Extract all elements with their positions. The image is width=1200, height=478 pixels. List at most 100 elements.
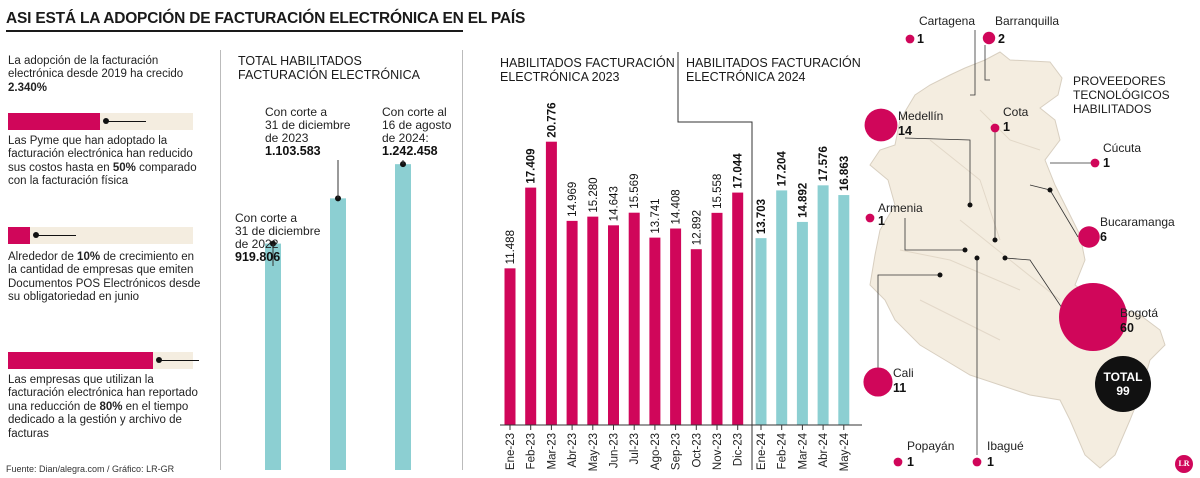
city-marker-cúcuta — [1091, 159, 1100, 168]
month-bar — [691, 249, 702, 425]
month-bar — [546, 142, 557, 425]
city-value: 1 — [1003, 120, 1010, 134]
month-value-label: 17.204 — [777, 151, 789, 187]
month-category-label: Mar-24 — [797, 432, 809, 469]
city-marker-medellín — [865, 109, 898, 142]
total-value: 1.103.583 — [265, 144, 321, 158]
month-category-label: Oct-23 — [691, 433, 703, 468]
month-value-label: 20.776 — [546, 103, 558, 138]
month-category-label: Ene-23 — [505, 433, 517, 470]
city-marker-cartagena — [906, 35, 915, 44]
total-label: TOTAL — [1095, 370, 1151, 384]
total-value: 919.806 — [235, 250, 280, 264]
month-value-label: 17.576 — [818, 146, 830, 181]
city-value: 1 — [917, 32, 924, 46]
city-value: 14 — [898, 124, 912, 138]
total-value: 99 — [1095, 384, 1151, 398]
month-category-label: Abr-23 — [567, 433, 579, 468]
total-bar — [330, 198, 346, 470]
city-marker-cali — [863, 367, 892, 396]
month-bar — [525, 188, 536, 425]
city-location-dot — [975, 256, 980, 261]
city-location-dot — [1048, 188, 1053, 193]
city-value: 6 — [1100, 230, 1107, 244]
city-value: 11 — [893, 381, 906, 395]
month-value-label: 15.558 — [712, 174, 724, 209]
month-value-label: 14.643 — [609, 186, 621, 221]
month-value-label: 13.741 — [650, 198, 662, 233]
month-bar — [797, 222, 808, 425]
total-badge: TOTAL 99 — [1095, 356, 1151, 412]
month-category-label: Sep-23 — [671, 433, 683, 470]
month-bar — [629, 213, 640, 425]
total-value: 1.242.458 — [382, 144, 438, 158]
source-note: Fuente: Dian/alegra.com / Gráfico: LR-GR — [6, 464, 174, 474]
month-category-label: Nov-23 — [712, 433, 724, 470]
city-name: Popayán — [907, 439, 954, 453]
city-name: Cali — [893, 366, 914, 380]
city-location-dot — [993, 238, 998, 243]
month-bar — [567, 221, 578, 425]
month-bar — [756, 238, 767, 425]
city-marker-armenia — [866, 214, 875, 223]
total-label-line: Con corte al — [382, 105, 447, 119]
city-name: Ibagué — [987, 439, 1024, 453]
month-value-label: 14.892 — [797, 183, 809, 218]
city-value: 60 — [1120, 321, 1134, 335]
city-value: 2 — [998, 32, 1005, 46]
month-value-label: 14.969 — [567, 182, 579, 217]
month-category-label: Abr-24 — [818, 432, 830, 467]
month-value-label: 11.488 — [505, 230, 517, 264]
month-category-label: Ene-24 — [756, 432, 768, 470]
total-bar — [395, 164, 411, 470]
city-location-dot — [968, 203, 973, 208]
total-label-line: Con corte a — [235, 211, 297, 225]
month-category-label: Jun-23 — [609, 433, 621, 468]
month-bar — [818, 185, 829, 425]
total-label-line: 31 de diciembre — [265, 118, 351, 132]
city-name: Medellín — [898, 109, 943, 123]
month-bar — [838, 195, 849, 425]
city-value: 1 — [878, 214, 885, 228]
month-category-label: Mar-23 — [546, 433, 558, 469]
city-name: Barranquilla — [995, 14, 1059, 28]
month-value-label: 12.892 — [691, 210, 703, 245]
total-label-line: de 2022 — [235, 237, 279, 251]
total-bar — [265, 244, 281, 470]
month-category-label: Dic-23 — [733, 433, 745, 466]
month-value-label: 17.044 — [733, 153, 745, 189]
city-name: Cartagena — [919, 14, 975, 28]
city-marker-popayán — [894, 458, 903, 467]
month-value-label: 17.409 — [526, 148, 538, 183]
month-category-label: May-23 — [588, 433, 600, 471]
monthly-chart: 11.488 Ene-23 17.409 Feb-23 20.776 Mar-23 14.9… — [500, 52, 862, 471]
city-value: 1 — [907, 455, 914, 469]
month-value-label: 15.569 — [629, 174, 641, 209]
month-bar — [670, 229, 681, 425]
city-name: Cúcuta — [1103, 141, 1141, 155]
city-marker-ibagué — [973, 458, 982, 467]
city-name: Bucaramanga — [1100, 215, 1175, 229]
month-category-label: Feb-24 — [777, 432, 789, 469]
month-bar — [587, 217, 598, 425]
month-category-label: Ago-23 — [650, 433, 662, 470]
city-value: 1 — [987, 455, 994, 469]
city-name: Armenia — [878, 201, 923, 215]
city-name: Cota — [1003, 105, 1029, 119]
city-location-dot — [938, 273, 943, 278]
month-value-label: 16.863 — [839, 156, 851, 191]
total-label-line: de 2024: — [382, 131, 429, 145]
total-label-line: de 2023 — [265, 131, 309, 145]
month-bar — [608, 225, 619, 425]
total-label-line: 16 de agosto — [382, 118, 452, 132]
city-value: 1 — [1103, 156, 1110, 170]
city-name: Bogotá — [1120, 306, 1158, 320]
month-category-label: Feb-23 — [526, 433, 538, 469]
total-label-line: 31 de diciembre — [235, 224, 321, 238]
month-bar — [732, 193, 743, 425]
month-category-label: Jul-23 — [629, 433, 641, 464]
city-location-dot — [963, 248, 968, 253]
city-marker-bogotá — [1059, 283, 1127, 351]
